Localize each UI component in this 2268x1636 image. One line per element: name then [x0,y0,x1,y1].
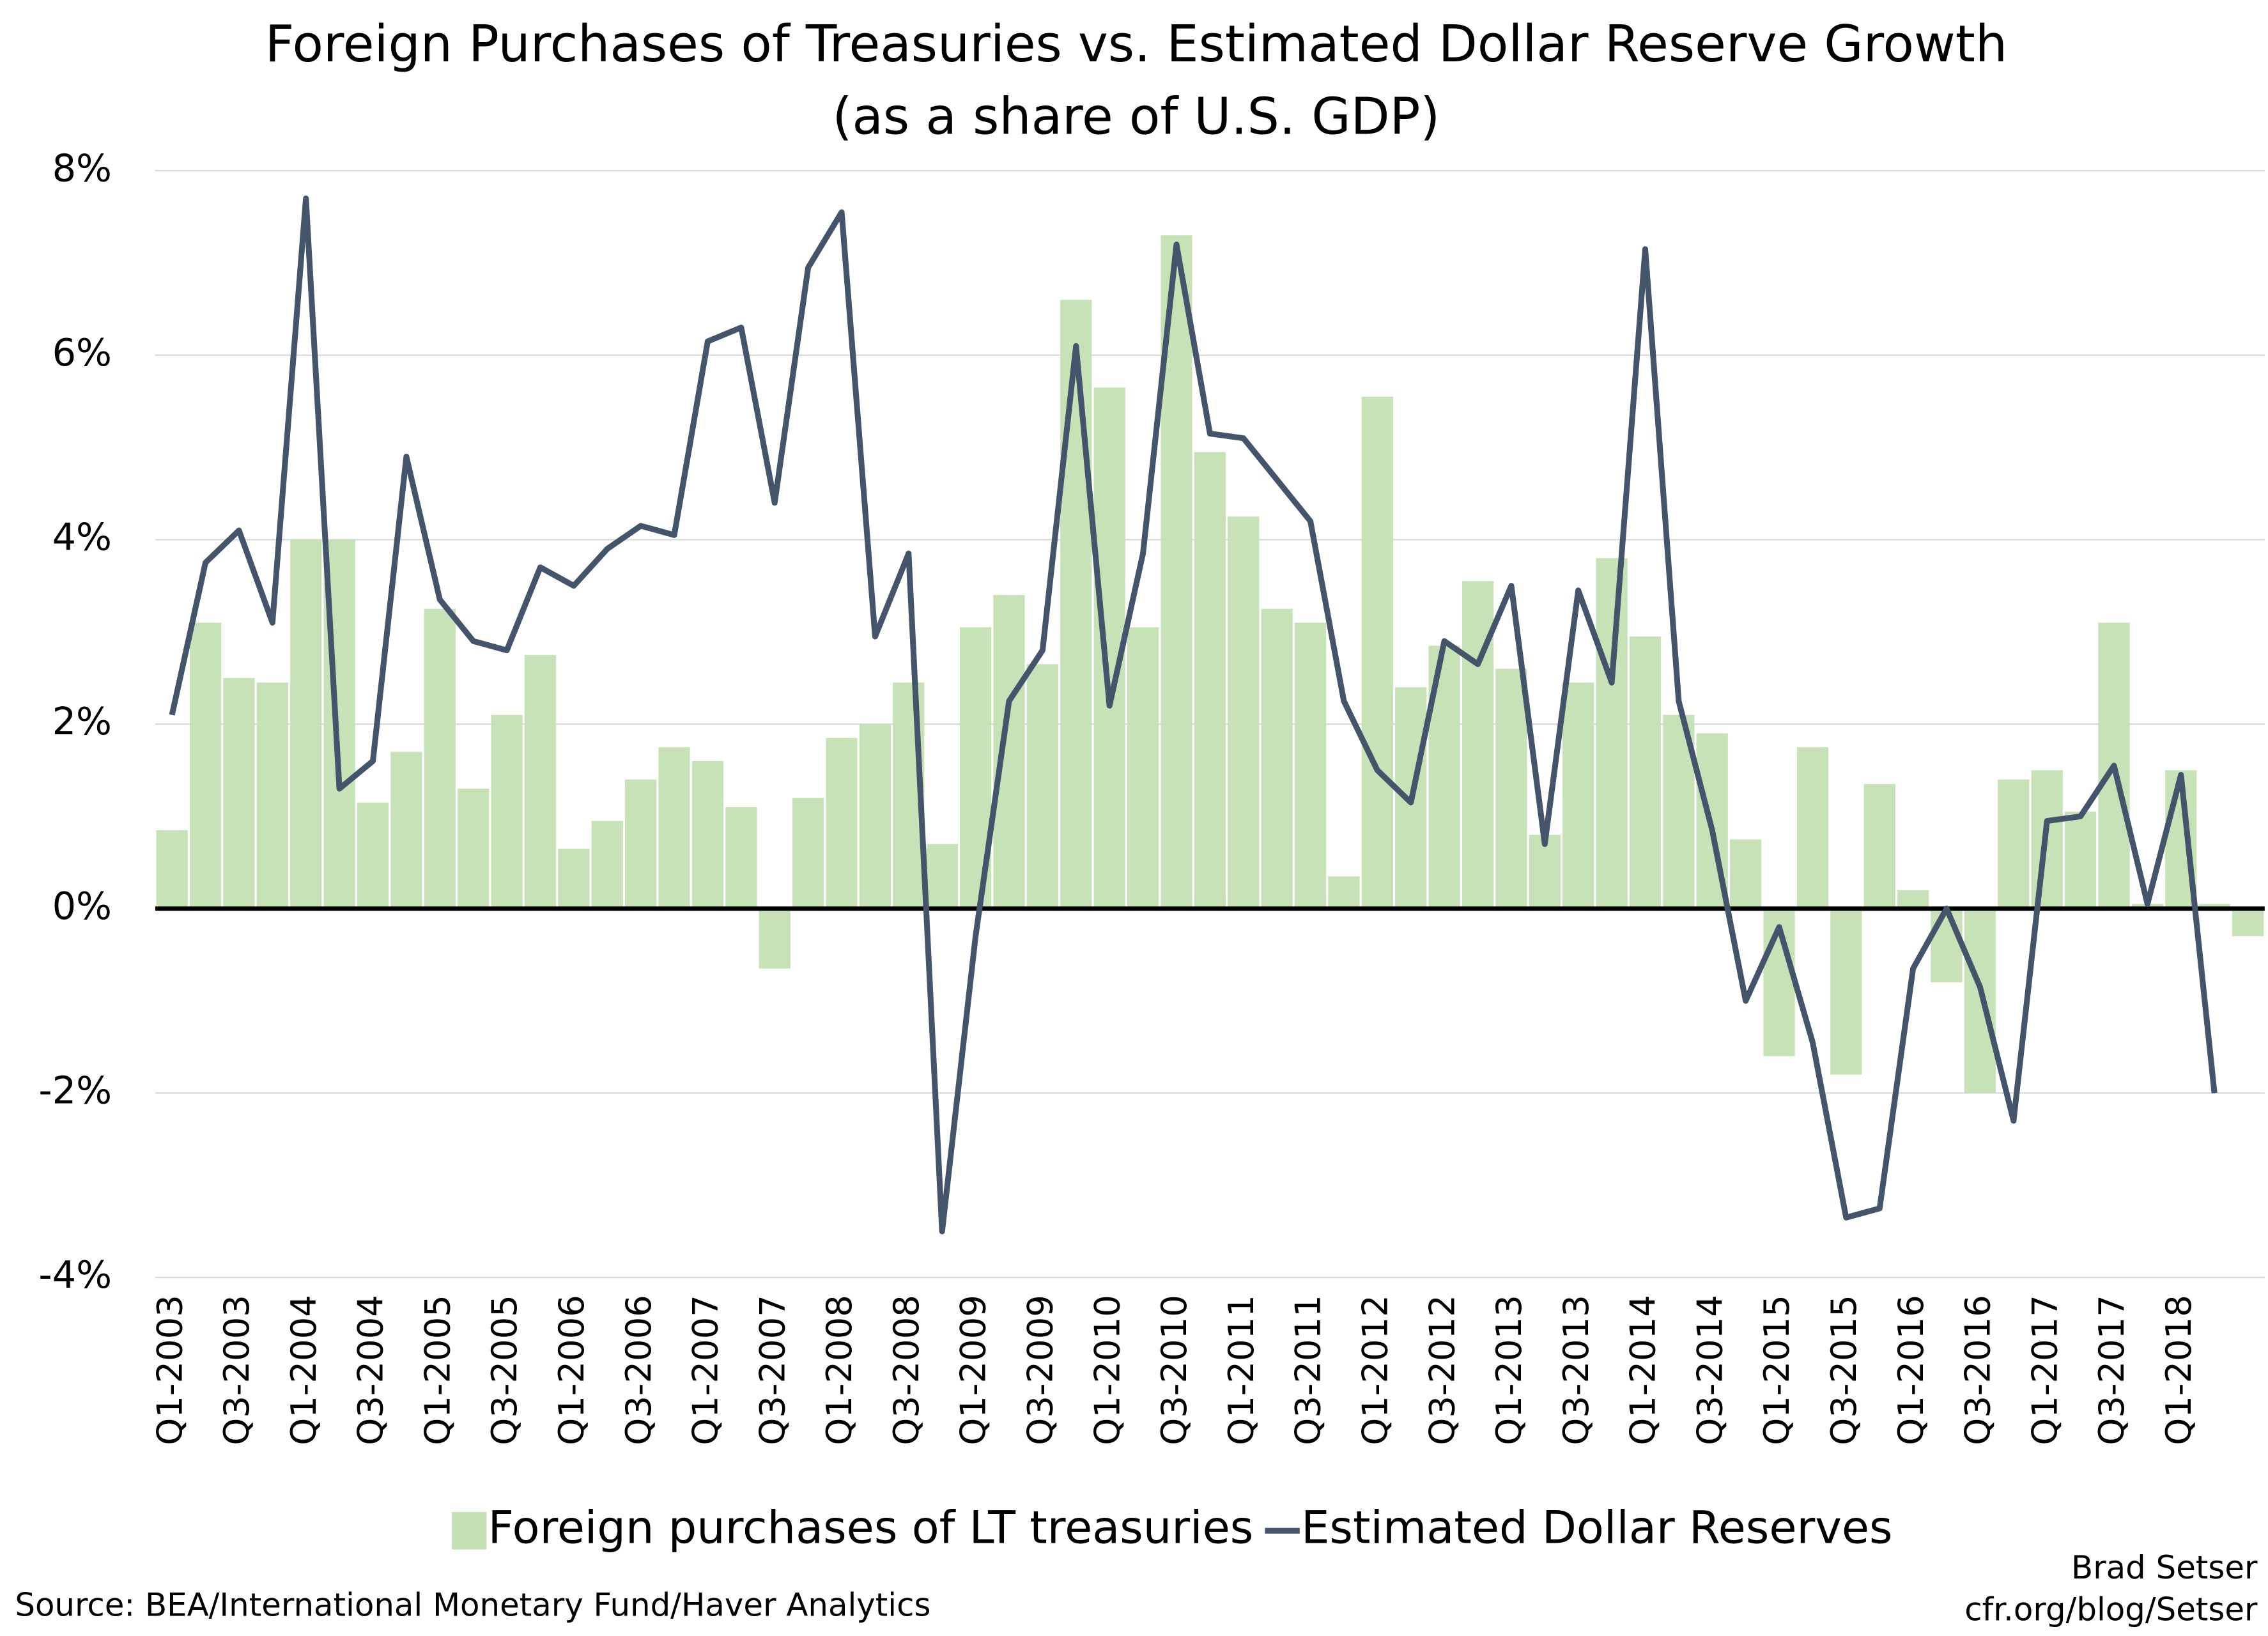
bar [2198,904,2230,909]
x-tick-label: Q3-2010 [1154,1295,1194,1445]
y-tick-label: -4% [38,1253,112,1297]
bar [189,622,222,909]
bar [1127,627,1159,909]
bar [424,608,456,909]
legend-swatch [452,1511,487,1550]
x-tick-label: Q3-2013 [1556,1295,1596,1445]
bar [256,683,288,909]
bar [1361,396,1393,909]
x-tick-label: Q3-2016 [1958,1295,1998,1445]
bar [993,595,1025,909]
x-tick-label: Q1-2011 [1221,1295,1261,1445]
bar [1730,839,1762,909]
bar [591,821,623,909]
x-tick-label: Q1-2005 [417,1295,458,1445]
bar [826,737,858,909]
bar [156,830,188,909]
bar [926,844,958,909]
bar [1897,890,1929,909]
bar [491,714,523,909]
x-tick-label: Q1-2013 [1489,1295,1529,1445]
bar [759,908,791,969]
x-tick-label: Q1-2004 [284,1295,324,1445]
chart-title: Foreign Purchases of Treasuries vs. Esti… [265,14,2007,73]
bar [1294,622,1327,909]
bar [558,848,590,909]
chart-subtitle: (as a share of U.S. GDP) [832,86,1440,146]
bar [1964,908,1996,1093]
credit: Brad Setser [2071,1549,2258,1586]
bar [1529,835,1561,909]
bar [223,677,255,909]
bar [658,747,690,909]
y-tick-label: -2% [38,1069,112,1113]
bar [1796,747,1829,909]
bar [524,654,557,909]
bar [2064,812,2097,909]
y-tick-label: 2% [52,699,112,743]
bar [1562,683,1594,909]
legend-label: Foreign purchases of LT treasuries [488,1501,1254,1554]
bar [1830,908,1862,1075]
x-tick-label: Q3-2017 [2092,1295,2132,1445]
x-tick-label: Q1-2014 [1623,1295,1663,1445]
bar [625,779,657,909]
bar [1863,783,1895,909]
bar [1931,908,1963,983]
x-tick-label: Q1-2018 [2159,1295,2199,1445]
x-tick-label: Q3-2009 [1021,1295,1061,1445]
x-tick-label: Q3-2006 [619,1295,659,1445]
x-tick-label: Q3-2008 [886,1295,927,1445]
x-tick-label: Q3-2014 [1690,1295,1730,1445]
x-tick-label: Q1-2016 [1891,1295,1931,1445]
bar [390,752,422,909]
bar [1462,581,1494,909]
x-tick-label: Q1-2008 [819,1295,860,1445]
bar [859,724,891,909]
bar [1228,516,1260,909]
x-tick-label: Q3-2015 [1824,1295,1864,1445]
x-tick-label: Q3-2003 [217,1295,257,1445]
x-tick-label: Q3-2005 [484,1295,525,1445]
y-tick-label: 6% [52,330,112,374]
legend-label: Estimated Dollar Reserves [1301,1501,1893,1554]
x-tick-label: Q3-2012 [1422,1295,1462,1445]
line [169,195,2218,1235]
bar [792,798,824,909]
x-tick-label: Q3-2011 [1288,1295,1329,1445]
bar [1261,608,1293,909]
bar [725,807,757,909]
x-tick-label: Q1-2017 [2025,1295,2065,1445]
credit: cfr.org/blog/Setser [1964,1591,2258,1628]
x-tick-label: Q1-2006 [552,1295,592,1445]
x-tick-label: Q1-2012 [1355,1295,1395,1445]
x-tick-label: Q1-2007 [686,1295,726,1445]
x-tick-label: Q3-2004 [351,1295,391,1445]
y-tick-label: 4% [52,515,112,559]
x-tick-label: Q1-2003 [150,1295,190,1445]
bar [1194,452,1226,909]
bar [1629,636,1662,909]
bar [1060,300,1092,909]
source: Source: BEA/International Monetary Fund/… [15,1587,930,1624]
x-tick-label: Q1-2010 [1087,1295,1127,1445]
bar [357,802,389,909]
bar [1596,558,1628,909]
x-tick-label: Q1-2015 [1757,1295,1797,1445]
bar [1026,664,1059,909]
bar [1328,876,1360,909]
bar [458,789,490,909]
x-tick-label: Q3-2007 [752,1295,792,1445]
y-tick-label: 0% [52,884,112,928]
bar [2232,908,2264,937]
bar [1998,779,2030,909]
bar [691,760,724,909]
x-tick-label: Q1-2009 [953,1295,994,1445]
bar [1495,668,1527,909]
bar [290,539,322,909]
y-tick-label: 8% [52,146,112,190]
